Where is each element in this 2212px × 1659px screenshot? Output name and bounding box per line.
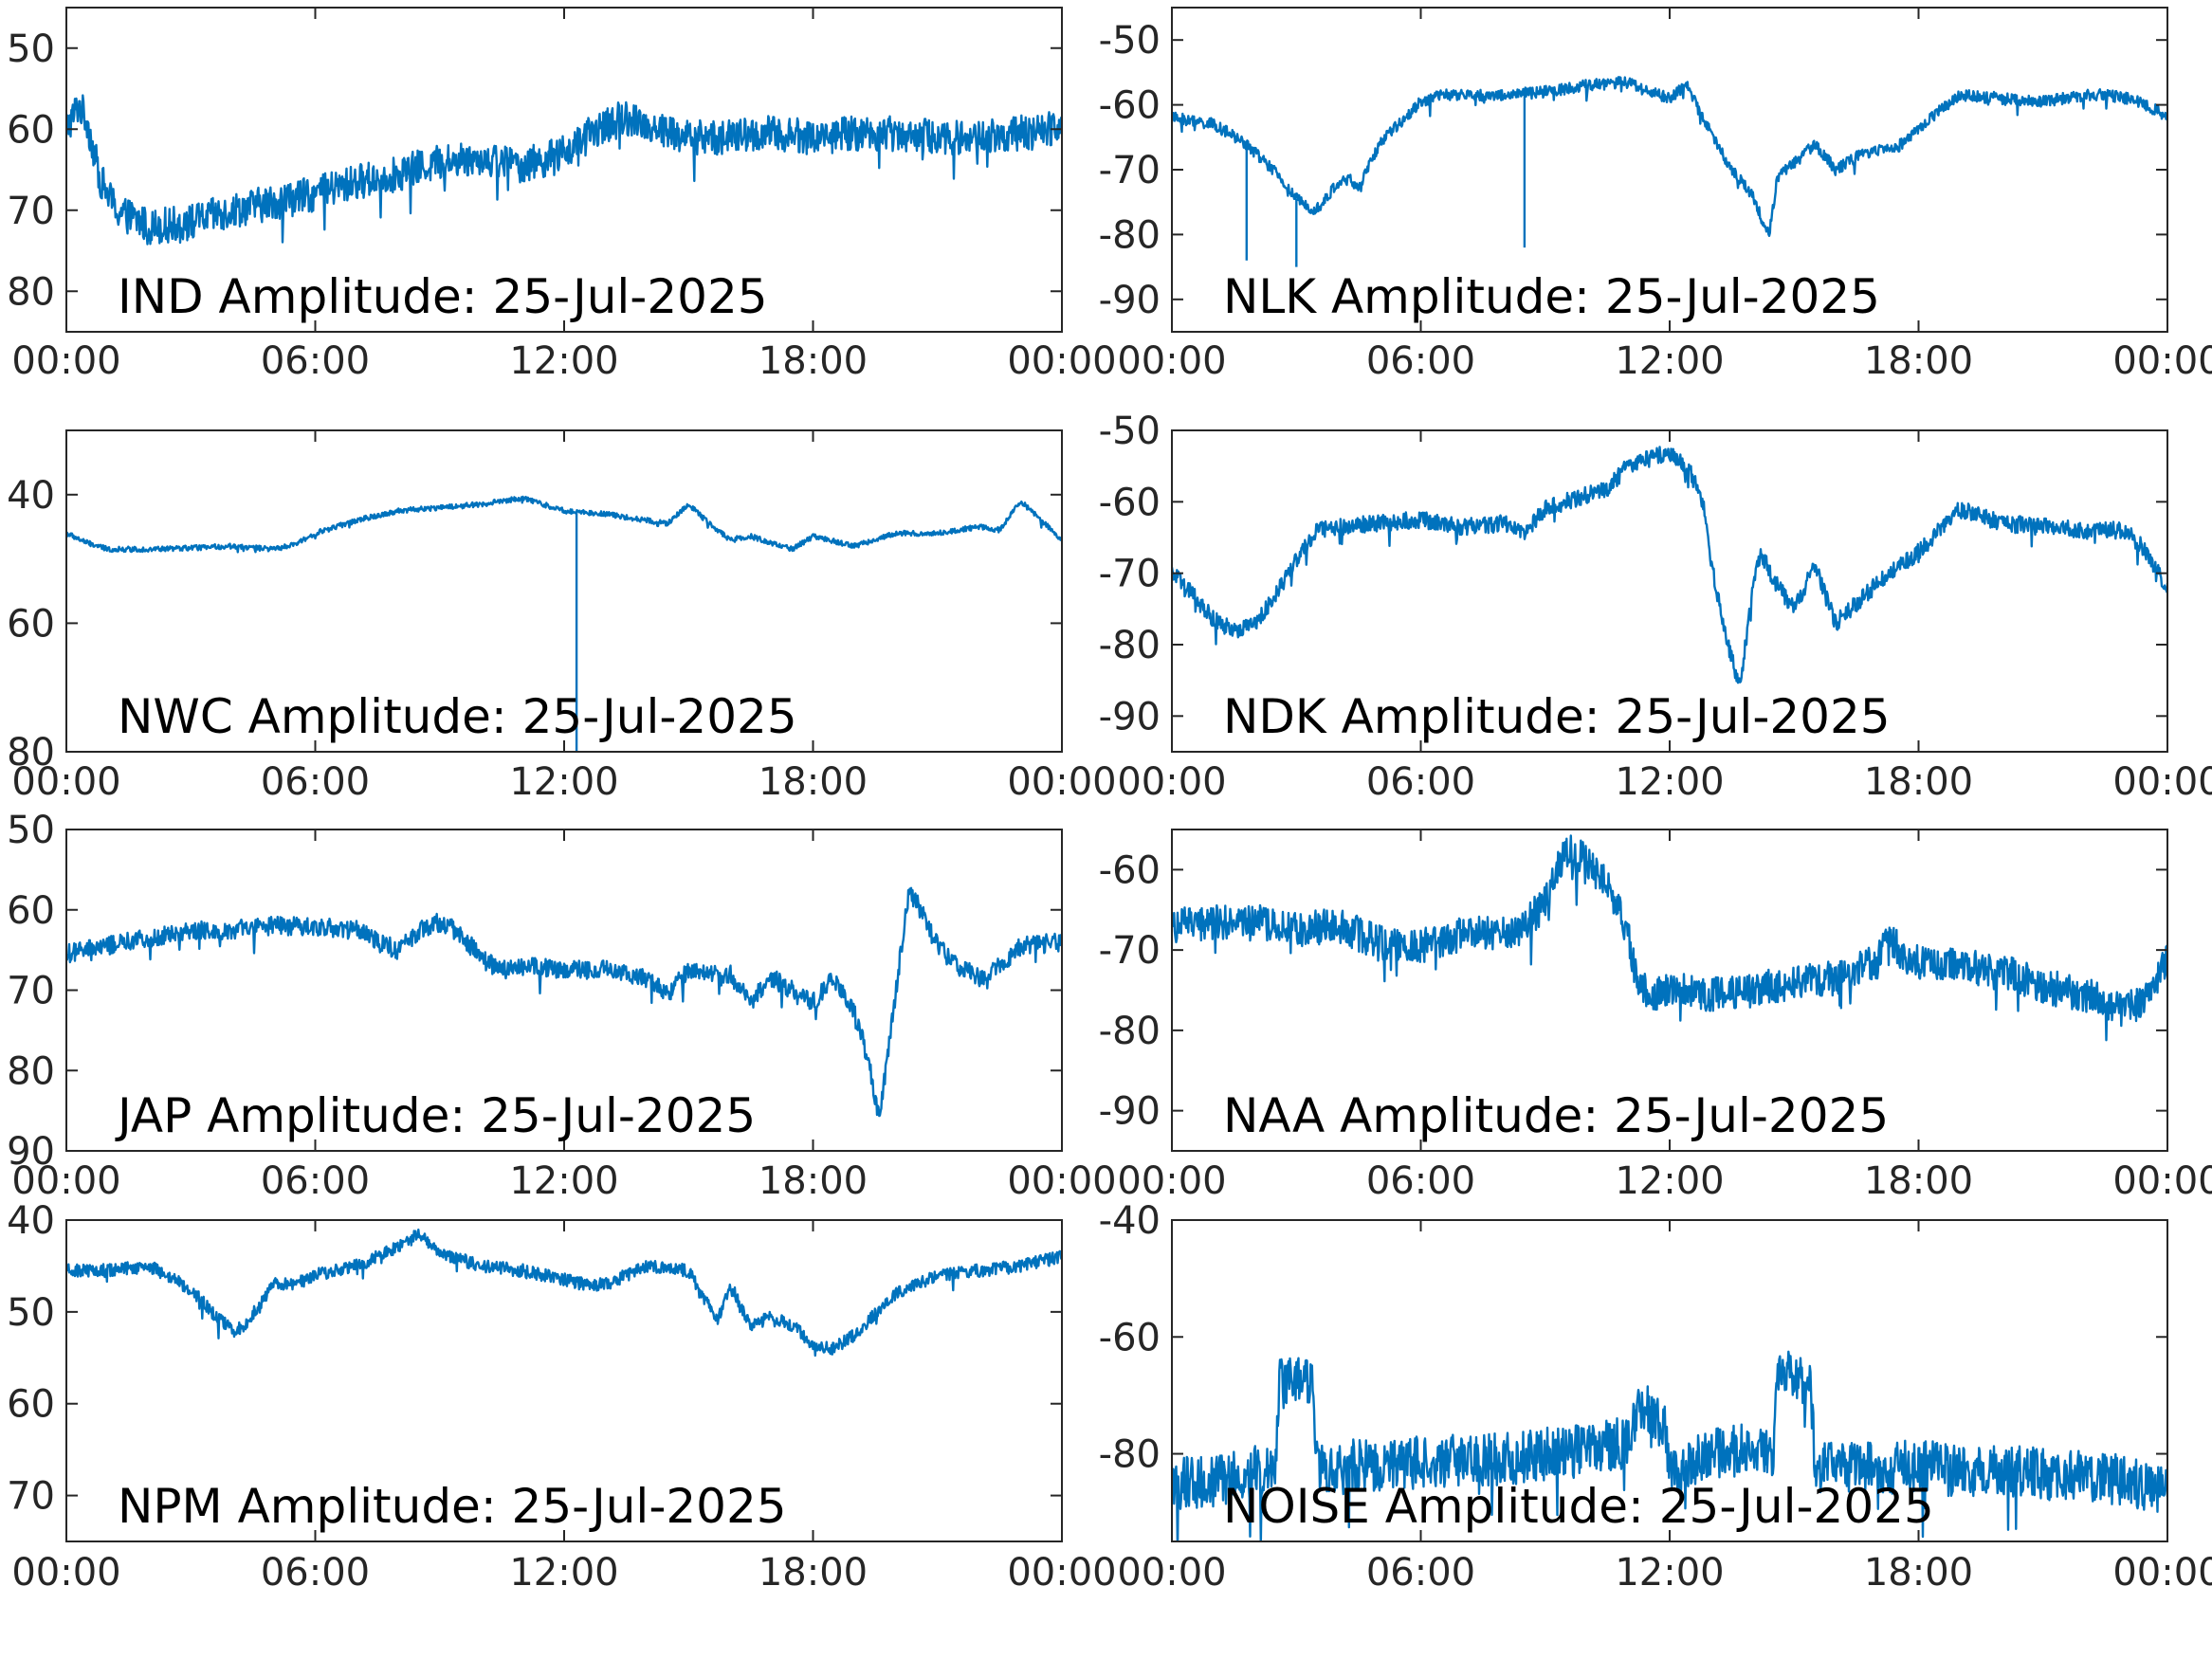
ind-y-tick-label: 80 xyxy=(7,270,55,314)
naa-x-tick-label: 12:00 xyxy=(1615,1159,1724,1203)
npm-x-tick-label: 18:00 xyxy=(759,1551,868,1595)
ind-panel-title: IND Amplitude: 25-Jul-2025 xyxy=(118,269,768,324)
noise-x-tick-label: 18:00 xyxy=(1864,1551,1973,1595)
nlk-panel-title: NLK Amplitude: 25-Jul-2025 xyxy=(1223,269,1880,324)
ind-y-tick-label: 70 xyxy=(7,190,55,233)
nlk-y-tick-label: -80 xyxy=(1099,213,1161,257)
noise-panel-title: NOISE Amplitude: 25-Jul-2025 xyxy=(1223,1479,1934,1534)
nlk-y-tick-label: -70 xyxy=(1099,149,1161,192)
noise-y-tick-label: -80 xyxy=(1099,1433,1161,1477)
ind-x-tick-label: 06:00 xyxy=(261,339,370,383)
naa-y-tick-label: -80 xyxy=(1099,1010,1161,1053)
npm-x-tick-label: 00:00 xyxy=(11,1551,120,1595)
nwc-x-tick-label: 06:00 xyxy=(261,760,370,804)
jap-y-tick-label: 70 xyxy=(7,970,55,1013)
naa-amplitude-line xyxy=(1172,834,2167,1042)
jap-y-tick-label: 80 xyxy=(7,1049,55,1093)
ndk-panel: 00:00 06:00 12:00 18:00 00:00 -50 -60 -70 -80 -90… xyxy=(1099,410,2212,804)
ind-y-tick-label: 60 xyxy=(7,108,55,152)
npm-y-tick-label: 40 xyxy=(7,1199,55,1243)
ndk-y-tick-label: -90 xyxy=(1099,695,1161,738)
nwc-y-tick-label: 60 xyxy=(7,602,55,646)
nwc-x-tick-label: 18:00 xyxy=(759,760,868,804)
naa-x-tick-label: 06:00 xyxy=(1366,1159,1475,1203)
nwc-y-tick-label: 40 xyxy=(7,474,55,518)
noise-x-tick-label: 12:00 xyxy=(1615,1551,1724,1595)
jap-panel-title: JAP Amplitude: 25-Jul-2025 xyxy=(115,1088,756,1143)
npm-y-tick-label: 70 xyxy=(7,1475,55,1519)
noise-x-tick-label: 00:00 xyxy=(1117,1551,1226,1595)
nlk-x-tick-label: 06:00 xyxy=(1366,339,1475,383)
nlk-x-tick-label: 00:00 xyxy=(1117,339,1226,383)
nlk-y-tick-label: -50 xyxy=(1099,19,1161,63)
jap-panel: 00:00 06:00 12:00 18:00 00:00 50 60 70 80 90 JAP A… xyxy=(7,809,1117,1203)
ndk-x-tick-label: 00:00 xyxy=(1117,760,1226,804)
ndk-y-tick-label: -70 xyxy=(1099,553,1161,596)
nwc-x-tick-label: 00:00 xyxy=(11,760,120,804)
npm-x-tick-label: 06:00 xyxy=(261,1551,370,1595)
noise-x-tick-label: 06:00 xyxy=(1366,1551,1475,1595)
noise-y-tick-label: -40 xyxy=(1099,1199,1161,1243)
noise-y-tick-label: -60 xyxy=(1099,1316,1161,1359)
ind-x-tick-label: 12:00 xyxy=(509,339,618,383)
npm-x-tick-label: 00:00 xyxy=(1007,1551,1116,1595)
ndk-y-tick-label: -50 xyxy=(1099,410,1161,453)
ndk-amplitude-line xyxy=(1172,446,2167,684)
ind-x-tick-label: 18:00 xyxy=(759,339,868,383)
nwc-x-tick-label: 00:00 xyxy=(1007,760,1116,804)
jap-y-tick-label: 60 xyxy=(7,889,55,933)
nlk-y-tick-label: -90 xyxy=(1099,279,1161,322)
naa-panel-title: NAA Amplitude: 25-Jul-2025 xyxy=(1223,1088,1889,1143)
nlk-x-tick-label: 00:00 xyxy=(2112,339,2212,383)
naa-x-tick-label: 18:00 xyxy=(1864,1159,1973,1203)
nwc-amplitude-line xyxy=(66,495,1062,752)
ndk-y-tick-label: -60 xyxy=(1099,481,1161,524)
npm-panel-title: NPM Amplitude: 25-Jul-2025 xyxy=(118,1479,787,1534)
nlk-y-tick-label: -60 xyxy=(1099,84,1161,128)
npm-panel: 00:00 06:00 12:00 18:00 00:00 40 50 60 70 NPM Amp… xyxy=(7,1199,1117,1595)
noise-amplitude-line xyxy=(1172,1350,2167,1541)
npm-amplitude-line xyxy=(66,1228,1062,1358)
noise-panel: 00:00 06:00 12:00 18:00 00:00 -40 -60 -80 NOISE … xyxy=(1099,1199,2212,1595)
jap-x-tick-label: 18:00 xyxy=(759,1159,868,1203)
ndk-x-tick-label: 18:00 xyxy=(1864,760,1973,804)
jap-amplitude-line xyxy=(66,886,1062,1118)
ndk-x-tick-label: 06:00 xyxy=(1366,760,1475,804)
jap-x-tick-label: 06:00 xyxy=(261,1159,370,1203)
npm-y-tick-label: 60 xyxy=(7,1383,55,1427)
nwc-x-tick-label: 12:00 xyxy=(509,760,618,804)
ndk-panel-title: NDK Amplitude: 25-Jul-2025 xyxy=(1223,689,1891,744)
ind-x-tick-label: 00:00 xyxy=(11,339,120,383)
naa-x-tick-label: 00:00 xyxy=(2112,1159,2212,1203)
nlk-amplitude-line xyxy=(1172,76,2167,267)
nwc-panel-title: NWC Amplitude: 25-Jul-2025 xyxy=(118,689,797,744)
noise-x-tick-label: 00:00 xyxy=(2112,1551,2212,1595)
ind-y-tick-label: 50 xyxy=(7,27,55,71)
ind-x-tick-label: 00:00 xyxy=(1007,339,1116,383)
ind-amplitude-line xyxy=(66,94,1062,246)
jap-x-tick-label: 00:00 xyxy=(1007,1159,1116,1203)
jap-x-tick-label: 12:00 xyxy=(509,1159,618,1203)
npm-x-tick-label: 12:00 xyxy=(509,1551,618,1595)
naa-y-tick-label: -70 xyxy=(1099,929,1161,973)
naa-panel: 00:00 06:00 12:00 18:00 00:00 -60 -70 -80 -90 NAA… xyxy=(1099,829,2212,1203)
nlk-x-tick-label: 12:00 xyxy=(1615,339,1724,383)
jap-x-tick-label: 00:00 xyxy=(11,1159,120,1203)
naa-x-tick-label: 00:00 xyxy=(1117,1159,1226,1203)
ndk-x-tick-label: 12:00 xyxy=(1615,760,1724,804)
nlk-x-tick-label: 18:00 xyxy=(1864,339,1973,383)
nwc-panel: 00:00 06:00 12:00 18:00 00:00 40 60 80 NWC Ampli… xyxy=(7,429,1117,804)
naa-y-tick-label: -60 xyxy=(1099,848,1161,892)
jap-y-tick-label: 90 xyxy=(7,1130,55,1174)
nwc-y-tick-label: 80 xyxy=(7,731,55,775)
naa-y-tick-label: -90 xyxy=(1099,1090,1161,1134)
npm-y-tick-label: 50 xyxy=(7,1291,55,1335)
ndk-x-tick-label: 00:00 xyxy=(2112,760,2212,804)
ind-panel: 00:00 06:00 12:00 18:00 00:00 50 60 70 80 IND Amp… xyxy=(7,7,1117,383)
nlk-panel: 00:00 06:00 12:00 18:00 00:00 -50 -60 -70 -80 -90… xyxy=(1099,7,2212,383)
ndk-y-tick-label: -80 xyxy=(1099,624,1161,667)
panels-container: 00:00 06:00 12:00 18:00 00:00 50 60 70 80 IND Amp… xyxy=(7,7,2212,1595)
jap-y-tick-label: 50 xyxy=(7,809,55,852)
